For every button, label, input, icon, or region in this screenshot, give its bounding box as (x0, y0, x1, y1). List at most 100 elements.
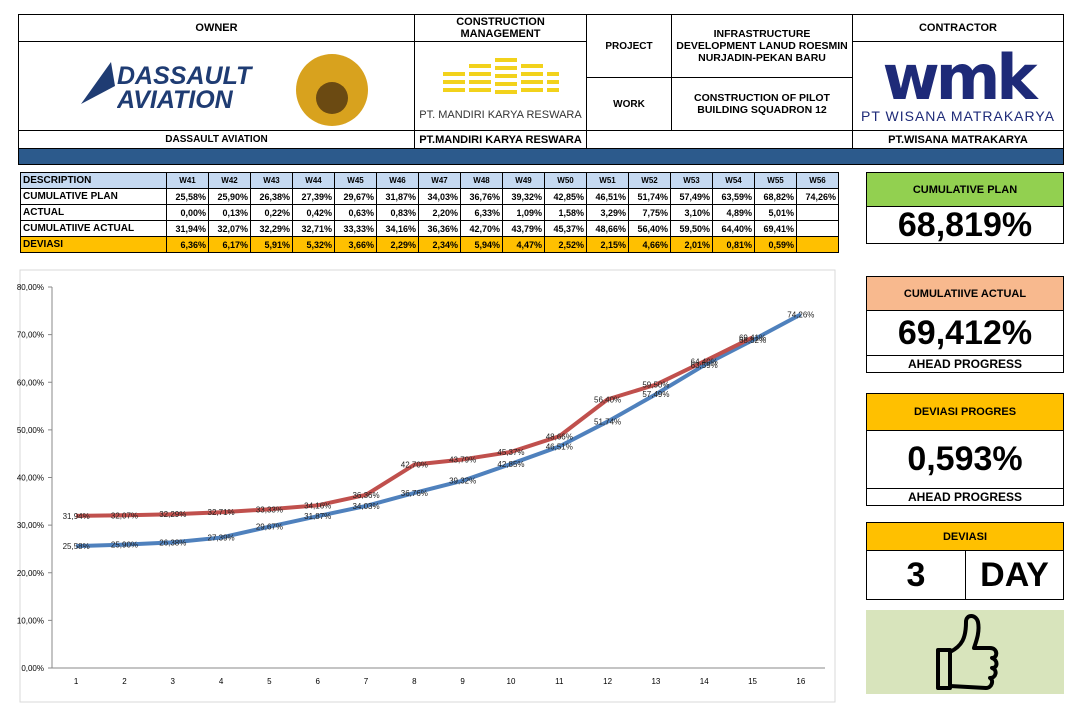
table-cell: DEVIASI (20, 236, 167, 253)
value-label: 29,67% (256, 523, 283, 532)
table-cell: 39,32% (502, 188, 545, 205)
table-cell: 3,10% (670, 204, 713, 221)
table-cell (796, 204, 839, 221)
table-cell: W43 (250, 172, 293, 189)
table-cell: W47 (418, 172, 461, 189)
day-value: 3 (866, 550, 966, 600)
table-cell: 25,90% (208, 188, 251, 205)
table-cell: 26,38% (250, 188, 293, 205)
table-cell: 1,58% (544, 204, 587, 221)
table-cell: 6,17% (208, 236, 251, 253)
table-cell: 5,94% (460, 236, 503, 253)
value-label: 25,58% (63, 542, 90, 551)
value-label: 51,74% (594, 418, 621, 427)
table-cell: W53 (670, 172, 713, 189)
table-cell: W48 (460, 172, 503, 189)
y-tick-label: 40,00% (17, 474, 44, 483)
table-cell: 32,07% (208, 220, 251, 237)
x-tick-label: 12 (603, 677, 612, 686)
y-tick-label: 70,00% (17, 331, 44, 340)
value-label: 48,66% (546, 432, 573, 441)
table-cell: 68,82% (754, 188, 797, 205)
table-cell: 2,01% (670, 236, 713, 253)
dev-note: AHEAD PROGRESS (866, 488, 1064, 506)
cm-title: CONSTRUCTION MANAGEMENT (414, 14, 587, 42)
cm-name: PT.MANDIRI KARYA RESWARA (414, 130, 587, 149)
table-cell: 46,51% (586, 188, 629, 205)
actual-title: CUMULATIIVE ACTUAL (866, 276, 1064, 311)
table-cell: W55 (754, 172, 797, 189)
table-cell: W51 (586, 172, 629, 189)
table-cell: 5,01% (754, 204, 797, 221)
wmk-logo-text: PT WISANA MATRAKARYA (860, 108, 1055, 124)
dev-title: DEVIASI PROGRES (866, 393, 1064, 431)
value-label: 32,71% (208, 508, 235, 517)
value-label: 42,70% (401, 461, 428, 470)
table-cell: 0,13% (208, 204, 251, 221)
table-cell: 5,32% (292, 236, 335, 253)
table-cell: CUMULATIVE PLAN (20, 188, 167, 205)
x-tick-label: 11 (555, 677, 564, 686)
chart: 0,00% 10,00% 20,00% 30,00% 40,00% 50,00% 60,00… (17, 269, 836, 703)
table-cell: W56 (796, 172, 839, 189)
contractor-logo-cell: wmk PT WISANA MATRAKARYA (852, 41, 1064, 131)
contractor-title: CONTRACTOR (852, 14, 1064, 42)
value-label: 45,37% (497, 448, 524, 457)
x-tick-label: 8 (412, 677, 417, 686)
x-tick-label: 16 (796, 677, 805, 686)
table-cell: 34,16% (376, 220, 419, 237)
table-cell: 3,66% (334, 236, 377, 253)
value-label: 74,26% (787, 310, 814, 319)
table-cell: 32,29% (250, 220, 293, 237)
value-label: 31,87% (304, 512, 331, 521)
owner-title: OWNER (18, 14, 415, 42)
table-cell: 31,94% (166, 220, 209, 237)
band (18, 148, 1064, 165)
table-cell: W45 (334, 172, 377, 189)
table-cell: 57,49% (670, 188, 713, 205)
value-label: 33,33% (256, 505, 283, 514)
table-cell: 2,52% (544, 236, 587, 253)
x-tick-label: 10 (507, 677, 516, 686)
table-cell: 74,26% (796, 188, 839, 205)
value-label: 36,76% (401, 489, 428, 498)
value-label: 32,07% (111, 511, 138, 520)
value-label: 59,50% (642, 381, 669, 390)
y-tick-label: 80,00% (17, 283, 44, 292)
value-label: 27,39% (208, 534, 235, 543)
y-tick-label: 30,00% (17, 521, 44, 530)
plan-title: CUMULATIVE PLAN (866, 172, 1064, 207)
table-cell: W41 (166, 172, 209, 189)
table-cell: 2,34% (418, 236, 461, 253)
table-cell: 1,09% (502, 204, 545, 221)
table-cell: 33,33% (334, 220, 377, 237)
table-cell: 69,41% (754, 220, 797, 237)
table-cell: 36,76% (460, 188, 503, 205)
table-row: ACTUAL 0,00% 0,13% 0,22% 0,42% 0,63% 0,83% 2,20… (20, 204, 839, 221)
table-cell: 0,42% (292, 204, 335, 221)
value-label: 39,32% (449, 477, 476, 486)
series-line (76, 335, 754, 518)
table-cell: 0,83% (376, 204, 419, 221)
table-cell: 63,59% (712, 188, 755, 205)
x-tick-label: 14 (700, 677, 709, 686)
table-cell: 0,59% (754, 236, 797, 253)
table-cell: W46 (376, 172, 419, 189)
x-tick-label: 2 (122, 677, 127, 686)
table-cell: 42,70% (460, 220, 503, 237)
table-cell: W52 (628, 172, 671, 189)
table-cell (796, 220, 839, 237)
x-tick-label: 5 (267, 677, 272, 686)
header-blank (586, 130, 853, 149)
table-cell: 6,36% (166, 236, 209, 253)
project: INFRASTRUCTURE DEVELOPMENT LANUD ROESMIN… (671, 14, 853, 78)
project-label: PROJECT (586, 14, 672, 78)
value-label: 42,85% (497, 460, 524, 469)
table-cell: 4,66% (628, 236, 671, 253)
value-label: 64,40% (691, 357, 718, 366)
table-cell: 42,85% (544, 188, 587, 205)
actual-note: AHEAD PROGRESS (866, 355, 1064, 373)
table-cell: 29,67% (334, 188, 377, 205)
value-label: 25,90% (111, 541, 138, 550)
table-cell: W50 (544, 172, 587, 189)
